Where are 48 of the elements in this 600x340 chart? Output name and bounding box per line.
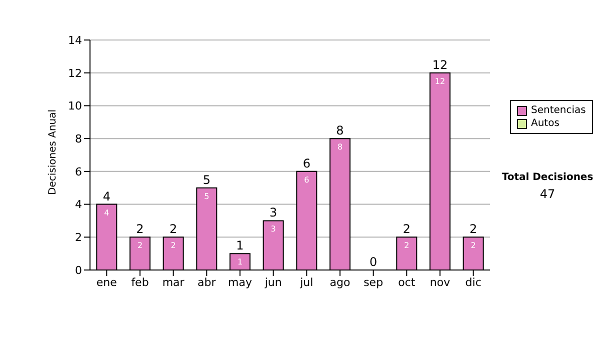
data-label: 3 — [270, 224, 276, 234]
total-label: 2 — [402, 222, 410, 236]
data-label: 12 — [434, 76, 446, 86]
text: Total Decisiones — [500, 172, 594, 183]
data-label: 2 — [470, 241, 476, 250]
total-label: 5 — [202, 172, 210, 187]
text: 47 — [538, 187, 556, 201]
x-tick-label: mar — [162, 276, 185, 289]
data-label: 2 — [137, 241, 143, 250]
y-tick-label: 0 — [75, 264, 82, 277]
y-axis-title: Decisiones Anual — [48, 109, 59, 195]
data-label: 1 — [237, 258, 243, 267]
data-label: 4 — [104, 208, 110, 218]
x-tick-label: ene — [96, 276, 118, 289]
total-label: 2 — [136, 222, 144, 236]
x-tick-label: nov — [430, 276, 451, 289]
total-label: 1 — [236, 238, 244, 253]
total-label: 6 — [302, 156, 310, 170]
data-label: 2 — [170, 241, 176, 250]
legend-label: Sentencias — [530, 104, 586, 117]
x-tick-label: may — [228, 276, 252, 289]
legend-label: Autos — [530, 117, 560, 130]
total-label: 3 — [270, 206, 278, 220]
y-tick-label: 2 — [75, 231, 82, 244]
x-tick-label: abr — [198, 276, 216, 289]
total-label: 12 — [432, 58, 448, 72]
y-tick-label: 14 — [68, 34, 82, 47]
x-tick-label: dic — [465, 276, 482, 289]
x-tick-label: oct — [398, 276, 416, 289]
total-label: 0 — [370, 255, 378, 269]
total-label: 4 — [102, 189, 110, 204]
x-tick-label: feb — [131, 276, 149, 289]
x-tick-label: sep — [364, 276, 384, 289]
total-label: 2 — [170, 222, 178, 236]
data-label: 8 — [337, 142, 343, 152]
x-tick-label: jun — [264, 276, 282, 289]
data-label: 5 — [204, 192, 210, 201]
total-label: 8 — [336, 124, 344, 138]
x-tick-label: jul — [299, 276, 314, 289]
y-tick-label: 12 — [68, 66, 82, 80]
data-label: 2 — [404, 241, 410, 250]
data-label: 6 — [304, 175, 310, 184]
y-tick-label: 4 — [75, 198, 82, 212]
y-tick-label: 10 — [68, 100, 82, 113]
y-tick-label: 8 — [75, 132, 82, 146]
x-tick-label: ago — [330, 276, 350, 289]
y-tick-label: 6 — [75, 165, 82, 178]
total-label: 2 — [470, 222, 478, 236]
